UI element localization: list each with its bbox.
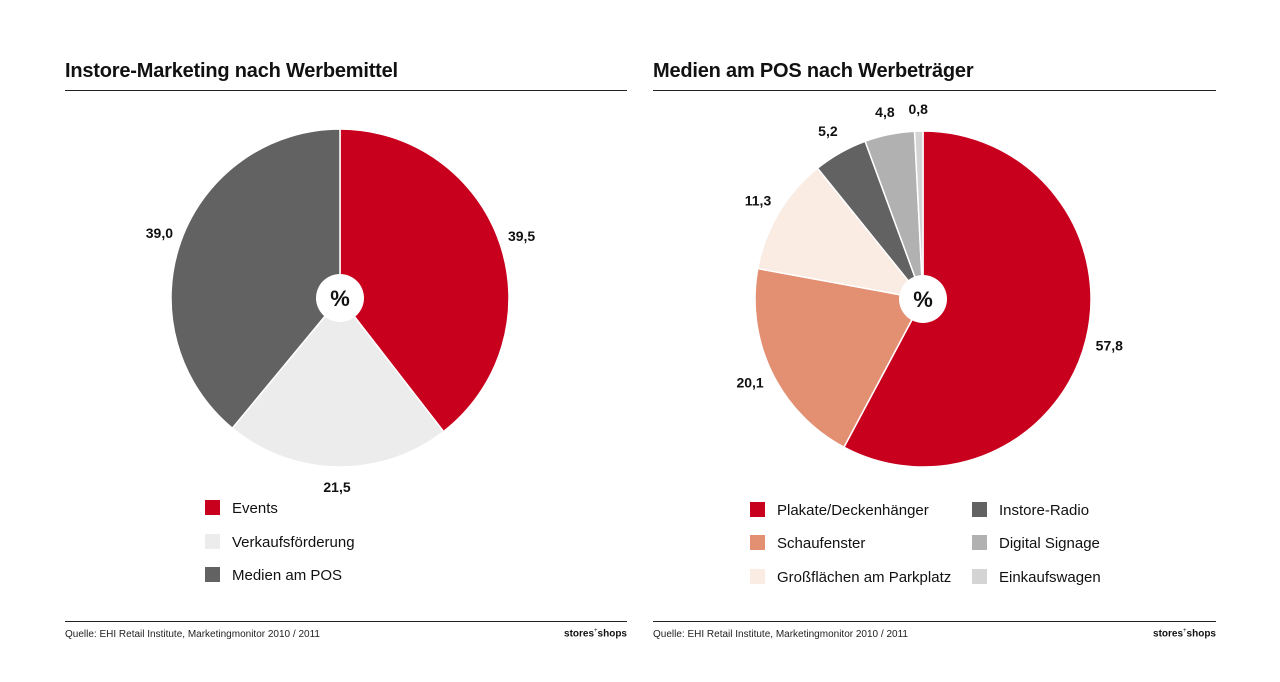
legend-label: Digital Signage: [999, 535, 1100, 552]
pie-slice-0: [339, 128, 510, 433]
legend-swatch: [205, 500, 220, 515]
brand-symbol: +: [1183, 628, 1187, 634]
pie-data-label-0: 57,8: [1096, 338, 1123, 354]
footer-divider: [65, 621, 627, 622]
legend-label: Plakate/Deckenhänger: [777, 502, 929, 519]
pie-center-label: %: [913, 287, 933, 312]
chart-panel-werbetraeger: Medien am POS nach Werbeträger 57,8 20,1 1…: [640, 0, 1280, 682]
pie-center-circle: [899, 275, 947, 323]
brand-logo: stores+shops: [1153, 628, 1216, 639]
legend-swatch: [750, 569, 765, 584]
source-note: Quelle: EHI Retail Institute, Marketingm…: [653, 629, 908, 640]
legend-item-einkaufswagen: Einkaufswagen: [972, 569, 1101, 586]
legend-label: Einkaufswagen: [999, 569, 1101, 586]
legend-label: Medien am POS: [232, 567, 343, 584]
title-divider: [653, 90, 1216, 91]
legend-label: Schaufenster: [777, 535, 866, 552]
pie-slice-5: [913, 130, 924, 300]
pie-data-label-4: 4,8: [875, 104, 895, 120]
legend-item-verkaufsfoerderung: Verkaufsförderung: [205, 534, 355, 551]
source-note: Quelle: EHI Retail Institute, Marketingm…: [65, 629, 320, 640]
pie-data-label-1: 21,5: [323, 479, 350, 495]
title-divider: [65, 90, 627, 91]
legend-item-digital-signage: Digital Signage: [972, 535, 1100, 552]
pie-data-label-2: 11,3: [745, 193, 772, 209]
legend-item-instore-radio: Instore-Radio: [972, 502, 1089, 519]
chart-title: Medien am POS nach Werbeträger: [653, 60, 974, 82]
pie-data-label-2: 39,0: [146, 225, 173, 241]
legend-label: Instore-Radio: [999, 502, 1090, 519]
legend-item-plakate: Plakate/Deckenhänger: [750, 502, 929, 519]
legend-item-grossflaechen: Großflächen am Parkplatz: [750, 569, 951, 586]
legend-label: Großflächen am Parkplatz: [777, 569, 952, 586]
chart-panel-werbemittel: Instore-Marketing nach Werbemittel 39,5 2…: [65, 60, 627, 640]
brand-logo: stores+shops: [564, 628, 627, 639]
legend-label: Events: [232, 500, 278, 517]
pie-center-circle: [316, 274, 364, 322]
pie-slice-1: [231, 297, 445, 468]
brand-left-text: stores: [1153, 628, 1184, 640]
legend-swatch: [205, 534, 220, 549]
pie-data-label-3: 5,2: [818, 123, 838, 139]
pie-chart-werbemittel: 39,5 21,5 39,0%: [146, 128, 535, 495]
pie-data-label-5: 0,8: [908, 101, 928, 117]
legend-item-medien-am-pos: Medien am POS: [205, 567, 342, 584]
pie-slice-1: [754, 267, 924, 448]
chart-title: Instore-Marketing nach Werbemittel: [65, 60, 398, 82]
legend-swatch: [750, 535, 765, 550]
brand-left-text: stores: [564, 628, 595, 640]
pie-data-label-0: 39,5: [508, 228, 535, 244]
legend-item-events: Events: [205, 500, 278, 517]
legend-swatch: [750, 502, 765, 517]
pie-slice-0: [843, 130, 1092, 468]
brand-right-text: shops: [1186, 628, 1216, 640]
footer-divider: [653, 621, 1216, 622]
pie-slice-2: [757, 167, 924, 300]
pie-slice-2: [170, 128, 341, 429]
legend-item-schaufenster: Schaufenster: [750, 535, 865, 552]
legend-swatch: [972, 502, 987, 517]
brand-right-text: shops: [597, 628, 627, 640]
legend-label: Verkaufsförderung: [232, 534, 355, 551]
legend-swatch: [972, 535, 987, 550]
pie-data-label-1: 20,1: [736, 374, 763, 390]
pie-chart-werbetraeger: 57,8 20,1 11,3 5,2 4,8 0,8%: [736, 101, 1123, 468]
pie-center-label: %: [330, 286, 350, 311]
legend-swatch: [205, 567, 220, 582]
legend-swatch: [972, 569, 987, 584]
brand-symbol: +: [594, 628, 598, 634]
